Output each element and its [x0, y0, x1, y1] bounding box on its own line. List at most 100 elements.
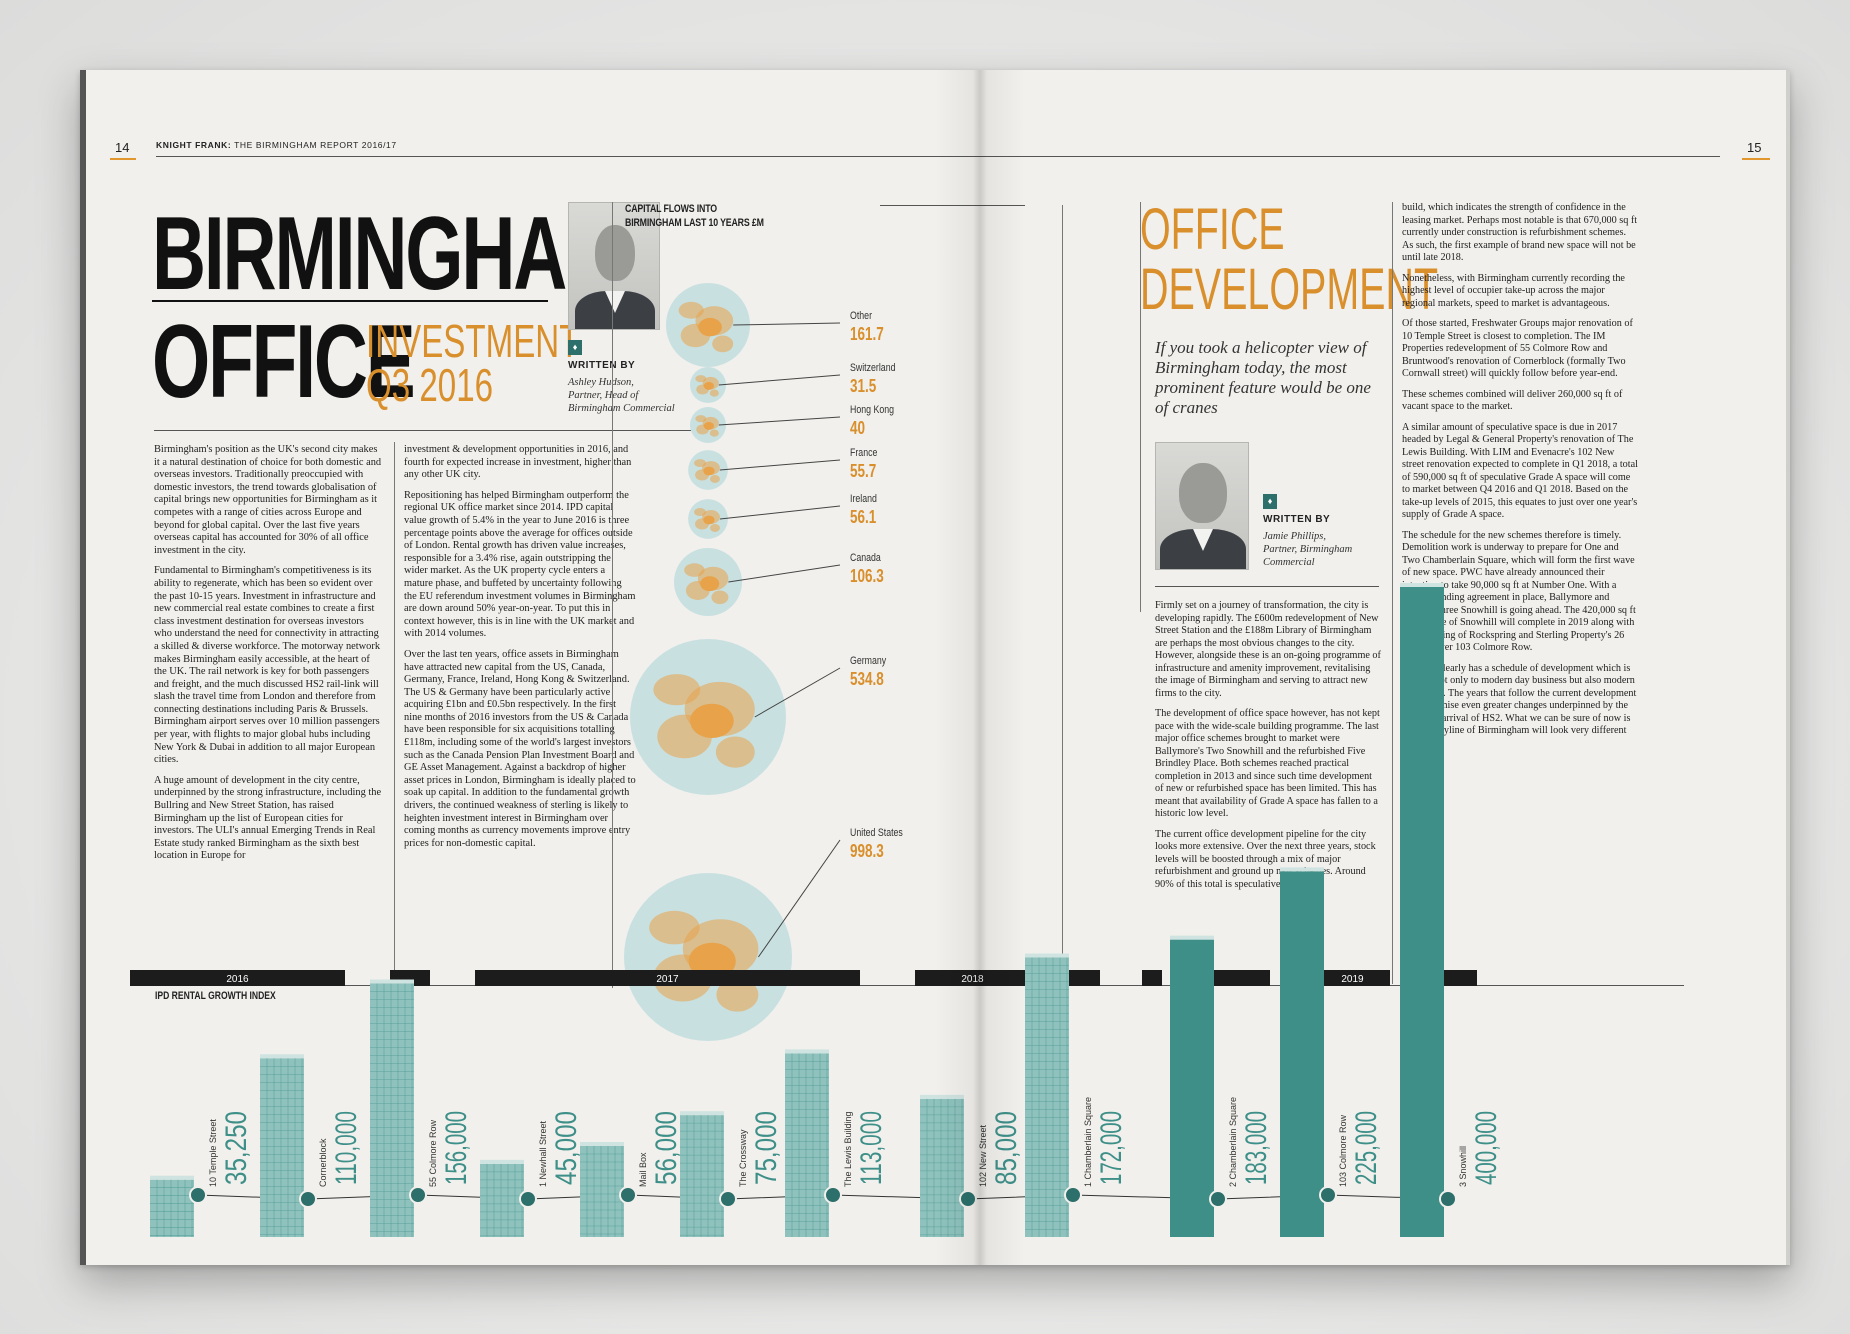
- running-head-title: THE BIRMINGHAM REPORT 2016/17: [234, 140, 397, 150]
- capital-flow-value: 106.3: [850, 566, 884, 586]
- capital-flow-label: Canada 106.3: [850, 552, 895, 587]
- paragraph: The development of office space however,…: [1155, 708, 1380, 819]
- globe-highlight-country: [703, 421, 714, 430]
- paragraph: A huge amount of development in the city…: [154, 774, 382, 862]
- bar-cap: [1025, 953, 1069, 958]
- article-subtitle-line2: Q3 2016: [366, 359, 494, 411]
- bar: [920, 1098, 964, 1237]
- title-bottom-rule: [154, 430, 712, 431]
- bar-102-new-street: [920, 1094, 964, 1237]
- running-head: KNIGHT FRANK: THE BIRMINGHAM REPORT 2016…: [156, 140, 397, 150]
- bar-cap: [150, 1175, 194, 1180]
- globe-land: [712, 335, 734, 353]
- author-role-right-1: Partner, Birmingham: [1263, 544, 1353, 555]
- paragraph: Firmly set on a journey of transformatio…: [1155, 600, 1381, 699]
- infographic-top-rule: [880, 205, 1025, 206]
- globe-switzerland: [690, 367, 726, 403]
- globe-land: [694, 508, 707, 517]
- timeline-dot: [1064, 1186, 1082, 1204]
- bar: [680, 1115, 724, 1237]
- period-label: 2019: [1341, 974, 1364, 985]
- bar-cap: [785, 1049, 829, 1054]
- capital-flow-value: 55.7: [850, 461, 877, 481]
- globe-hong-kong: [690, 407, 726, 443]
- running-head-brand: KNIGHT FRANK:: [156, 140, 232, 150]
- bar-1-newhall-street: [480, 1159, 524, 1237]
- page-number-accent-left: [110, 158, 136, 160]
- right-title-divider: [1140, 202, 1141, 612]
- timeline-dot: [959, 1190, 977, 1208]
- capital-flows-title: CAPITAL FLOWS INTO BIRMINGHAM LAST 10 YE…: [625, 202, 764, 230]
- right-title-line1: OFFICE: [1140, 197, 1285, 262]
- author-name-right: Jamie Phillips,: [1263, 531, 1326, 542]
- paragraph: These schemes combined will deliver 260,…: [1402, 388, 1623, 413]
- globe-land: [684, 563, 705, 577]
- bar: [260, 1058, 304, 1237]
- leader-line: [718, 416, 841, 426]
- globe-land: [695, 375, 707, 383]
- globe-land: [695, 415, 707, 423]
- capital-flow-country: Other: [850, 310, 873, 322]
- bar: [580, 1146, 624, 1237]
- globe-land: [678, 301, 704, 319]
- left-article-column-2: investment & development opportunities i…: [404, 444, 636, 858]
- capital-flow-country: Hong Kong: [850, 404, 895, 416]
- capital-flow-label: United States 998.3: [850, 827, 916, 862]
- title-rule: [152, 300, 548, 302]
- page-number-right: 15: [1747, 140, 1762, 155]
- bar-103-colmore-row: [1280, 867, 1324, 1237]
- bar-value-label: 35,250: [220, 1111, 253, 1185]
- bar-category-label: 1 Newhall Street: [538, 1120, 548, 1187]
- bar: [1280, 871, 1324, 1237]
- globe-highlight-country: [698, 317, 722, 337]
- paragraph: The schedule for the new schemes therefo…: [1402, 529, 1636, 654]
- leader-line: [718, 374, 841, 386]
- bar-cap: [920, 1094, 964, 1099]
- timeline-dot: [824, 1186, 842, 1204]
- page-edge-right: [1786, 70, 1790, 1265]
- bar-value-label: 172,000: [1095, 1111, 1128, 1185]
- ipd-chart-title: IPD RENTAL GROWTH INDEX: [155, 990, 276, 1002]
- bar-cap: [260, 1054, 304, 1059]
- period-bar-segment: [1435, 970, 1477, 986]
- period-bar: [475, 970, 860, 986]
- bar-value-label: 75,000: [750, 1111, 783, 1185]
- bar-10-temple-street: [150, 1175, 194, 1237]
- bar: [785, 1053, 829, 1237]
- bar-the-lewis-building: [785, 1049, 829, 1237]
- capital-flow-value: 534.8: [850, 669, 884, 689]
- paragraph: Of those started, Freshwater Groups majo…: [1402, 318, 1633, 379]
- timeline-dot: [1439, 1190, 1457, 1208]
- author-photo-right: [1155, 442, 1249, 570]
- right-article-lede: If you took a helicopter view of Birming…: [1155, 338, 1371, 417]
- page-edge-left: [80, 70, 86, 1265]
- globe-land: [649, 910, 700, 945]
- bar-category-label: The Lewis Building: [843, 1111, 853, 1187]
- bar-value-label: 225,000: [1350, 1111, 1383, 1185]
- globe-canada: [674, 548, 742, 616]
- column-divider: [394, 442, 395, 982]
- written-by-label-right: WRITTEN BY: [1263, 514, 1331, 525]
- period-label: 2016: [226, 974, 249, 985]
- timeline-dot: [519, 1190, 537, 1208]
- ipd-rental-growth-chart: 2016 2017 2018 2019 10 Temple Street 35,250 Co…: [130, 583, 1503, 1237]
- globe-land: [709, 523, 720, 532]
- right-article-title: OFFICE DEVELOPMENT: [1140, 200, 1438, 320]
- leader-line: [728, 564, 841, 583]
- globe-land: [709, 389, 719, 397]
- bar-value-label: 400,000: [1470, 1111, 1503, 1185]
- written-by-icon-left: ♦: [568, 340, 582, 355]
- capital-flow-country: Canada: [850, 552, 881, 564]
- right-article-column-2: build, which indicates the strength of c…: [1402, 202, 1638, 758]
- timeline-dot: [409, 1186, 427, 1204]
- leader-line: [719, 505, 841, 520]
- bar-2-chamberlain-square: [1170, 935, 1214, 1237]
- bar-3-snowhill: [1400, 583, 1444, 1237]
- capital-flow-country: Switzerland: [850, 362, 896, 374]
- bar-cap: [1170, 935, 1214, 940]
- globe-other: [666, 283, 750, 367]
- globe-ireland: [688, 499, 728, 539]
- bar-category-label: 10 Temple Street: [208, 1119, 218, 1187]
- bar-value-label: 85,000: [990, 1111, 1023, 1185]
- period-bar: [130, 970, 345, 986]
